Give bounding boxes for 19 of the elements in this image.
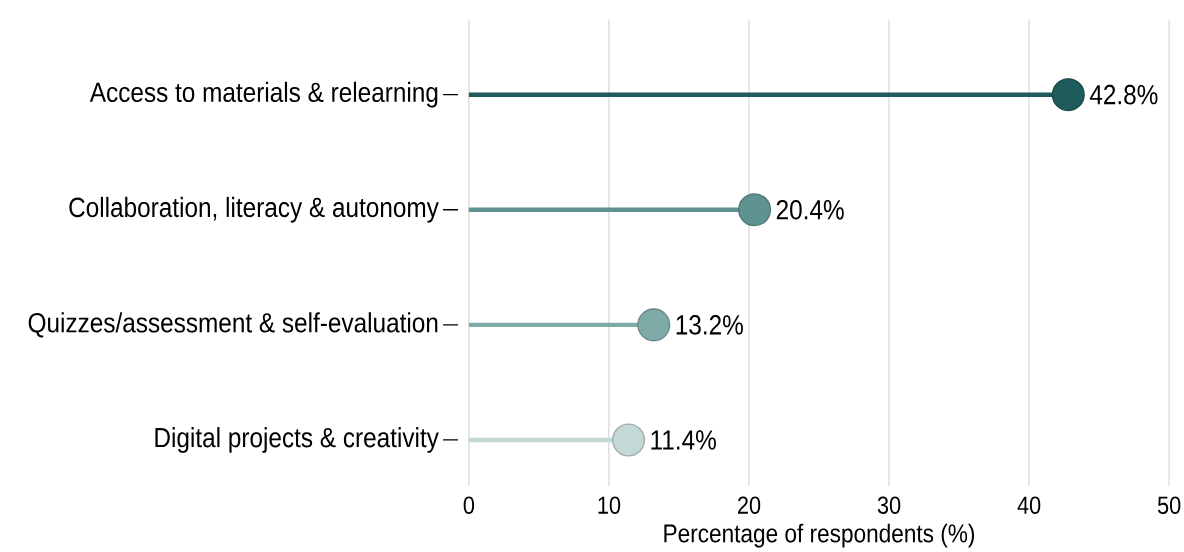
x-tick-label: 30 (877, 496, 901, 514)
data-label: 11.4% (651, 430, 716, 450)
x-tick-label: 10 (598, 496, 621, 514)
data-label: 42.8% (1089, 84, 1158, 105)
point (612, 423, 646, 457)
x-axis-title: Percentage of respondents (%) (664, 523, 975, 548)
y-tick-label: Quizzes/assessment & self-evaluation (28, 312, 438, 338)
x-tick-label: 0 (463, 496, 475, 514)
x-tick-label: 40 (1017, 496, 1041, 514)
point (738, 193, 772, 227)
point (637, 308, 671, 342)
x-tick-label: 50 (1157, 496, 1181, 514)
point (1051, 77, 1085, 111)
data-label: 20.4% (776, 199, 844, 220)
x-tick-label: 20 (737, 496, 761, 514)
y-tick-label: Access to materials & relearning (89, 81, 438, 108)
data-label: 13.2% (676, 314, 743, 335)
y-tick-label: Digital projects & creativity (155, 426, 439, 453)
y-tick-label: Collaboration, literacy & autonomy (69, 196, 439, 223)
